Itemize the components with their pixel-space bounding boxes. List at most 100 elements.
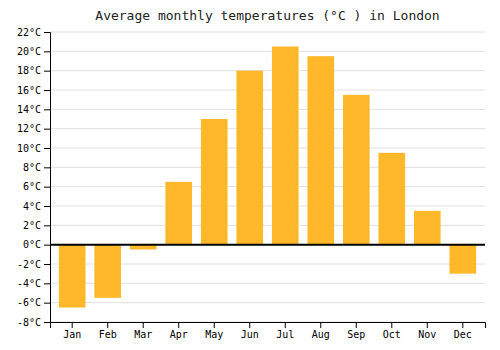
- y-tick: 12°C: [17, 123, 50, 134]
- y-tick-mark: [44, 167, 50, 168]
- x-tick-mark: [285, 322, 286, 328]
- y-tick: 20°C: [17, 46, 50, 57]
- x-tick-label: Oct: [383, 329, 401, 340]
- bar: [165, 182, 192, 245]
- y-tick-mark: [44, 129, 50, 130]
- grid: [50, 32, 485, 322]
- y-tick: -8°C: [17, 317, 50, 328]
- y-tick-mark: [44, 322, 50, 323]
- x-tick-mark: [462, 322, 463, 328]
- x-tick-label: Dec: [454, 329, 472, 340]
- bar: [272, 47, 299, 245]
- y-tick: 2°C: [23, 220, 50, 231]
- y-tick-mark: [44, 90, 50, 91]
- y-tick-mark: [44, 245, 50, 246]
- y-axis-line: [44, 33, 51, 323]
- grid-line: [50, 186, 485, 187]
- x-tick-label: Jul: [276, 329, 294, 340]
- y-tick-label: -6°C: [17, 297, 41, 308]
- x-tick-mark: [391, 322, 392, 328]
- grid-line: [50, 302, 485, 303]
- x-tick: Apr: [170, 322, 188, 340]
- y-tick: 22°C: [17, 27, 50, 38]
- x-tick: Feb: [99, 322, 117, 340]
- y-tick: 0°C: [23, 239, 50, 250]
- y-tick-label: 14°C: [17, 104, 41, 115]
- x-tick: Aug: [312, 322, 330, 340]
- bar: [449, 245, 476, 274]
- x-tick: Mar: [134, 322, 152, 340]
- y-tick-label: 0°C: [23, 239, 41, 250]
- x-tick-label: Jan: [63, 329, 81, 340]
- x-tick-label: Nov: [418, 329, 436, 340]
- y-tick-label: 20°C: [17, 46, 41, 57]
- bar: [378, 153, 405, 245]
- y-tick-mark: [44, 225, 50, 226]
- x-axis-line: [51, 323, 486, 329]
- grid-line: [50, 167, 485, 168]
- y-tick-mark: [44, 283, 50, 284]
- y-tick: -6°C: [17, 297, 50, 308]
- x-tick: Jul: [276, 322, 294, 340]
- x-tick: Jan: [63, 322, 81, 340]
- zero-line: [50, 244, 485, 246]
- x-tick-label: Jun: [241, 329, 259, 340]
- y-tick: 4°C: [23, 201, 50, 212]
- y-tick-mark: [44, 51, 50, 52]
- y-tick-label: 18°C: [17, 65, 41, 76]
- y-tick-mark: [44, 187, 50, 188]
- x-tick-label: Aug: [312, 329, 330, 340]
- x-tick-label: Mar: [134, 329, 152, 340]
- y-tick-label: 4°C: [23, 201, 41, 212]
- bar: [236, 71, 263, 245]
- x-tick-label: Apr: [170, 329, 188, 340]
- y-tick-label: -8°C: [17, 317, 41, 328]
- y-tick-label: -4°C: [17, 278, 41, 289]
- grid-line: [50, 32, 485, 33]
- x-tick: Dec: [454, 322, 472, 340]
- x-tick: Nov: [418, 322, 436, 340]
- bar: [307, 56, 334, 245]
- y-tick-mark: [44, 264, 50, 265]
- y-tick-label: -2°C: [17, 259, 41, 270]
- grid-line: [50, 109, 485, 110]
- title: Average monthly temperatures (°C ) in Lo…: [95, 8, 439, 23]
- x-tick: Sep: [347, 322, 365, 340]
- x-tick-mark: [320, 322, 321, 328]
- y-tick-label: 6°C: [23, 181, 41, 192]
- y-tick: -4°C: [17, 278, 50, 289]
- y-tick-label: 16°C: [17, 85, 41, 96]
- grid-line: [50, 70, 485, 71]
- y-tick: 16°C: [17, 85, 50, 96]
- y-tick: 8°C: [23, 162, 50, 173]
- x-tick-label: May: [205, 329, 223, 340]
- bar: [59, 245, 86, 308]
- chart: Average monthly temperatures (°C ) in Lo…: [0, 0, 500, 350]
- y-tick-mark: [44, 148, 50, 149]
- x-axis: Jan Feb Mar Apr May Jun Jul Aug Sep Oct Nov Dec: [51, 322, 486, 340]
- y-tick-mark: [44, 32, 50, 33]
- x-tick-mark: [214, 322, 215, 328]
- y-tick-label: 22°C: [17, 27, 41, 38]
- y-tick-label: 10°C: [17, 143, 41, 154]
- y-tick-label: 12°C: [17, 123, 41, 134]
- grid-line: [50, 128, 485, 129]
- x-tick-label: Feb: [99, 329, 117, 340]
- y-tick: 14°C: [17, 104, 50, 115]
- grid-line: [50, 244, 485, 245]
- x-tick-mark: [178, 322, 179, 328]
- x-tick-mark: [427, 322, 428, 328]
- x-tick-mark: [107, 322, 108, 328]
- y-tick-mark: [44, 303, 50, 304]
- y-tick: 18°C: [17, 65, 50, 76]
- bar: [343, 95, 370, 245]
- bar: [94, 245, 121, 298]
- y-axis: -8°C -6°C -4°C -2°C 0°C 2°C 4°C 6°C 8°C 10°C 12°C 1…: [17, 27, 51, 328]
- x-tick: Jun: [241, 322, 259, 340]
- bar: [201, 119, 228, 245]
- bar: [414, 211, 441, 245]
- x-tick-mark: [72, 322, 73, 328]
- x-tick-mark: [356, 322, 357, 328]
- bars: [50, 47, 485, 308]
- x-tick-mark: [249, 322, 250, 328]
